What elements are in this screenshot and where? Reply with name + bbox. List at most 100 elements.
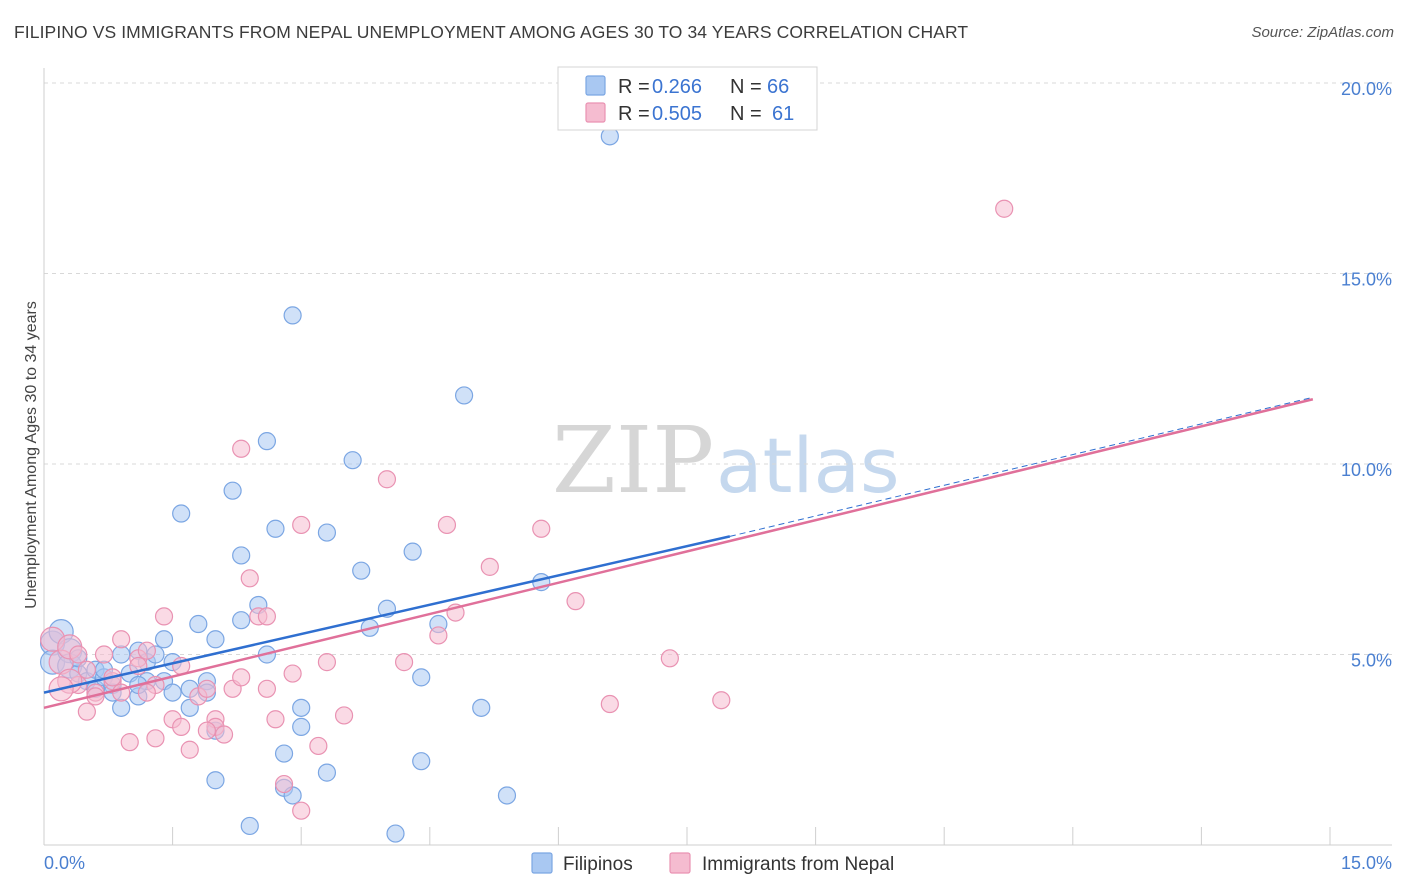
y-tick-label-20: 20.0%: [1341, 79, 1392, 99]
point-nepal: [995, 199, 1014, 218]
point-filipinos: [317, 763, 337, 782]
point-nepal: [197, 679, 216, 698]
point-filipinos: [206, 771, 225, 790]
watermark-zip: ZIP: [552, 407, 714, 514]
point-filipinos: [412, 668, 431, 687]
point-filipinos: [497, 786, 517, 805]
point-nepal: [232, 668, 251, 687]
point-filipinos: [454, 386, 474, 405]
bottom-legend: Filipinos Immigrants from Nepal: [531, 852, 894, 875]
point-filipinos: [343, 451, 362, 470]
y-tick-label-10: 10.0%: [1341, 460, 1392, 480]
point-nepal: [94, 645, 114, 664]
legend-n-value-filipinos: 66: [767, 76, 789, 98]
point-filipinos: [412, 752, 431, 771]
point-nepal: [214, 725, 234, 744]
point-filipinos: [292, 698, 311, 717]
point-nepal: [112, 630, 131, 649]
bottom-legend-swatch-filipinos: [531, 852, 553, 874]
data-points: [39, 127, 1014, 843]
point-filipinos: [274, 744, 294, 763]
point-nepal: [77, 660, 96, 679]
source-credit: Source: ZipAtlas.com: [1251, 24, 1394, 41]
point-filipinos: [112, 698, 131, 717]
point-filipinos: [163, 683, 182, 702]
bottom-legend-swatch-nepal: [669, 852, 691, 874]
point-nepal: [600, 694, 619, 714]
point-nepal: [232, 439, 251, 458]
point-nepal: [137, 683, 156, 702]
point-filipinos: [266, 519, 285, 538]
legend-r-label-filipinos: R =: [618, 76, 650, 98]
axes: [43, 68, 1392, 846]
y-tick-label-5: 5.0%: [1351, 651, 1392, 671]
point-nepal: [257, 607, 277, 626]
point-nepal: [257, 679, 277, 698]
trend-line-nepal: [43, 398, 1314, 710]
point-nepal: [120, 733, 139, 752]
y-axis-title: Unemployment Among Ages 30 to 34 years: [23, 301, 40, 609]
point-nepal: [266, 710, 285, 729]
point-filipinos: [189, 614, 208, 634]
point-nepal: [377, 470, 397, 489]
point-filipinos: [292, 717, 311, 736]
point-nepal: [69, 645, 88, 664]
point-nepal: [660, 649, 679, 668]
point-nepal: [77, 702, 96, 721]
x-tick-label-max: 15.0%: [1341, 853, 1392, 873]
point-filipinos: [283, 306, 302, 325]
point-nepal: [712, 691, 731, 710]
trend-line-filipinos: [43, 535, 731, 694]
point-nepal: [197, 721, 216, 740]
point-nepal: [309, 736, 328, 756]
point-nepal: [429, 626, 448, 645]
point-nepal: [274, 774, 294, 794]
point-filipinos: [232, 611, 251, 630]
point-nepal: [292, 515, 311, 535]
point-nepal: [566, 592, 585, 611]
point-nepal: [532, 519, 551, 538]
point-filipinos: [223, 481, 242, 500]
point-filipinos: [352, 561, 371, 580]
y-tick-label-15: 15.0%: [1341, 270, 1392, 290]
chart-title: FILIPINO VS IMMIGRANTS FROM NEPAL UNEMPL…: [14, 22, 969, 42]
point-filipinos: [112, 645, 131, 664]
legend-swatch-filipinos: [585, 75, 606, 96]
bottom-legend-label-filipinos: Filipinos: [563, 854, 633, 875]
legend-n-label-nepal: N =: [730, 103, 762, 125]
point-filipinos: [206, 630, 225, 649]
point-nepal: [146, 729, 165, 748]
point-filipinos: [317, 523, 337, 542]
point-filipinos: [386, 824, 405, 843]
point-filipinos: [154, 630, 174, 649]
point-filipinos: [172, 504, 191, 523]
point-nepal: [180, 740, 199, 759]
point-nepal: [394, 653, 414, 672]
point-nepal: [240, 569, 259, 588]
x-tick-label-min: 0.0%: [44, 853, 85, 873]
legend-r-value-nepal: 0.505: [652, 103, 702, 125]
legend-n-label-filipinos: N =: [730, 76, 762, 98]
point-nepal: [283, 664, 302, 683]
trend-lines: [43, 396, 1314, 710]
y-tick-labels: 5.0% 10.0% 15.0% 20.0%: [1341, 79, 1392, 671]
gridlines: [44, 82, 1392, 655]
watermark-atlas: atlas: [716, 421, 900, 510]
point-nepal: [334, 706, 354, 725]
point-nepal: [172, 717, 191, 736]
point-nepal: [154, 607, 174, 626]
legend-n-value-nepal: 61: [772, 103, 794, 125]
point-nepal: [437, 515, 457, 535]
point-nepal: [480, 557, 499, 576]
point-filipinos: [403, 542, 422, 561]
point-filipinos: [240, 816, 259, 836]
point-nepal: [137, 641, 156, 660]
legend-r-value-filipinos: 0.266: [652, 76, 702, 98]
point-nepal: [317, 653, 337, 672]
legend-swatch-nepal: [585, 102, 606, 123]
point-nepal: [292, 801, 311, 820]
legend: R = 0.266 N = 66 R = 0.505 N = 61: [557, 66, 818, 131]
point-filipinos: [232, 546, 251, 565]
bottom-legend-label-nepal: Immigrants from Nepal: [702, 854, 894, 875]
